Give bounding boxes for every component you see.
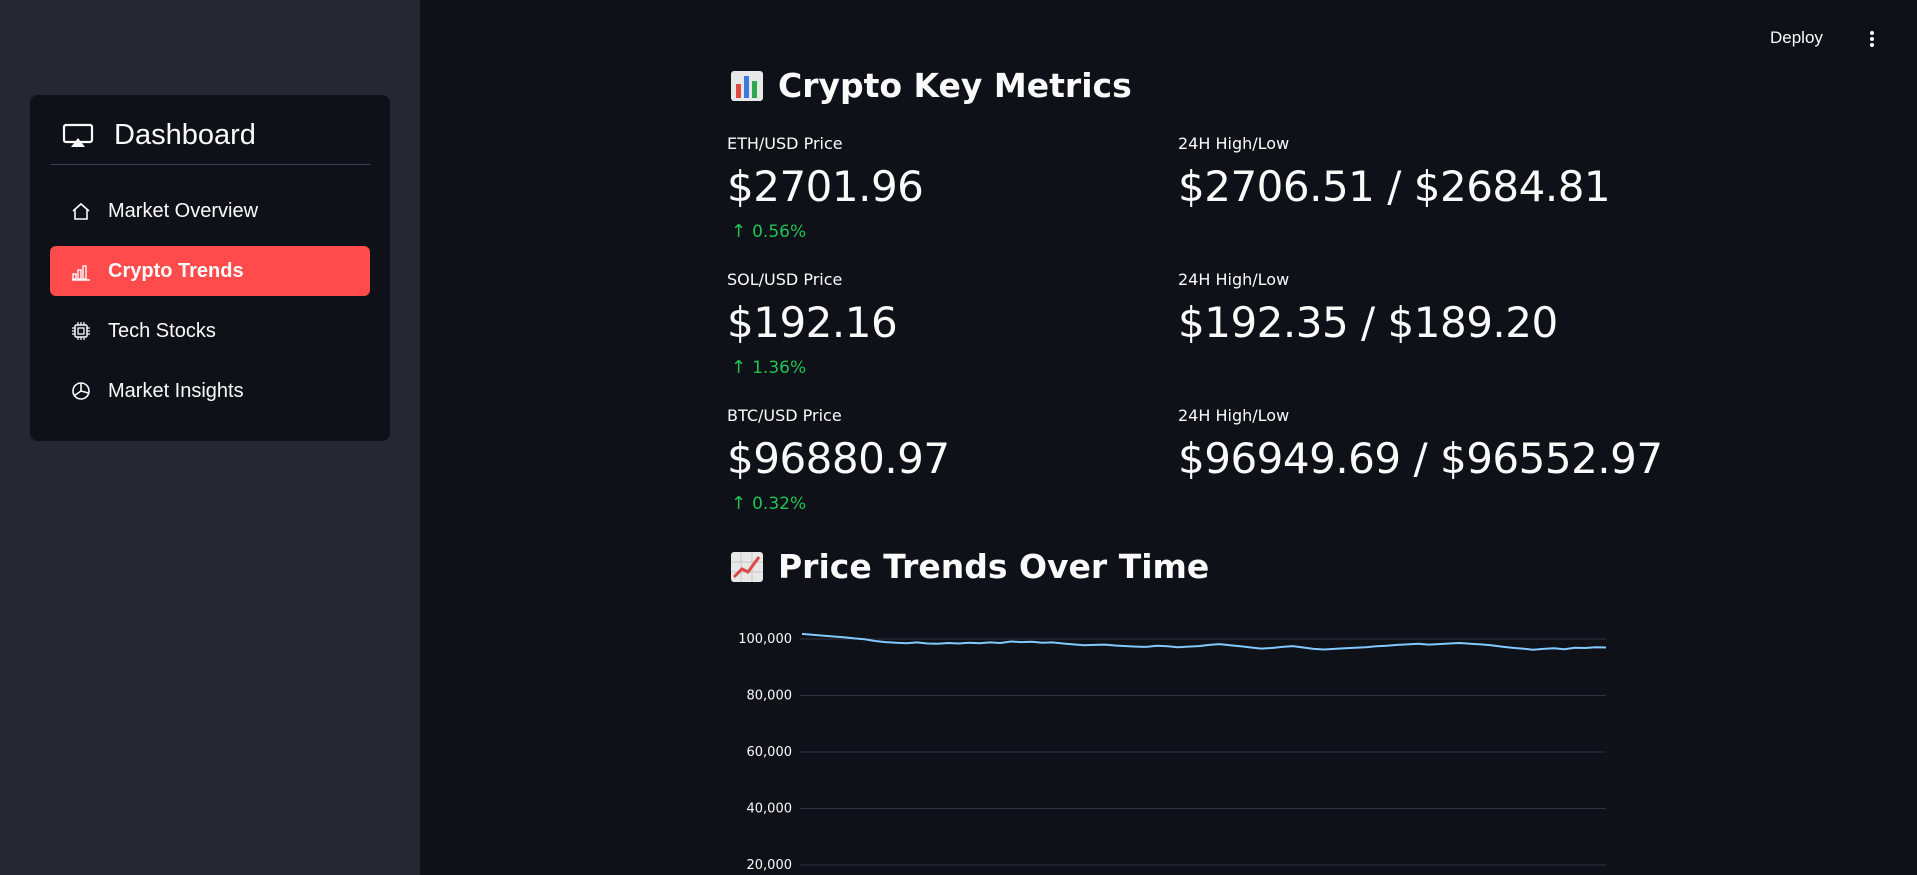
sidebar-item-label: Market Overview <box>108 199 259 222</box>
cpu-icon <box>70 320 92 342</box>
metric-value: $96949.69 / $96552.97 <box>1178 434 1663 483</box>
metric-delta-value: 0.56% <box>752 221 807 242</box>
metrics-section-title: Crypto Key Metrics <box>730 66 1132 105</box>
metric-delta: ↑ 0.32% <box>731 493 806 514</box>
nav-title: Dashboard <box>114 119 256 151</box>
metric-delta: ↑ 1.36% <box>731 357 806 378</box>
y-tick-label: 100,000 <box>738 632 792 647</box>
metric-value: $96880.97 <box>727 434 950 483</box>
y-tick-label: 40,000 <box>747 802 793 817</box>
bar-chart-icon <box>70 260 92 282</box>
section-title: Price Trends Over Time <box>778 547 1210 586</box>
series-line[interactable] <box>801 632 1607 651</box>
metric-value: $2706.51 / $2684.81 <box>1178 162 1611 211</box>
metric-value: $2701.96 <box>727 162 924 211</box>
y-tick-label: 80,000 <box>747 689 793 704</box>
sidebar-item-market-insights[interactable]: Market Insights <box>50 366 370 416</box>
metric-delta: ↑ 0.56% <box>731 221 806 242</box>
metric-value: $192.16 <box>727 298 898 347</box>
metric-label: BTC/USD Price <box>727 406 842 425</box>
arrow-up-icon: ↑ <box>731 493 747 514</box>
sidebar-item-label: Crypto Trends <box>108 259 244 282</box>
metric-label: 24H High/Low <box>1178 270 1290 289</box>
house-icon <box>70 200 92 222</box>
sidebar: Dashboard Market Overview Crypto Trends <box>0 0 420 875</box>
pie-chart-icon <box>70 380 92 402</box>
sidebar-item-market-overview[interactable]: Market Overview <box>50 186 370 236</box>
y-tick-label: 20,000 <box>747 858 793 873</box>
deploy-button[interactable]: Deploy <box>1770 28 1823 47</box>
kebab-menu-icon[interactable] <box>1865 28 1879 50</box>
bar-chart-emoji-icon <box>730 69 766 103</box>
metric-value: $192.35 / $189.20 <box>1178 298 1558 347</box>
metric-label: SOL/USD Price <box>727 270 843 289</box>
metric-delta-value: 1.36% <box>752 357 807 378</box>
sidebar-item-crypto-trends[interactable]: Crypto Trends <box>50 246 370 296</box>
metric-label: ETH/USD Price <box>727 134 843 153</box>
trends-section-title: Price Trends Over Time <box>730 547 1209 586</box>
nav-header: Dashboard <box>50 117 370 165</box>
metric-label: 24H High/Low <box>1178 406 1290 425</box>
price-trend-chart[interactable]: 100,000 80,000 60,000 40,000 20,000 <box>720 615 1620 875</box>
chart-increasing-emoji-icon <box>730 550 766 584</box>
metric-delta-value: 0.32% <box>752 493 807 514</box>
page-title: Crypto Key Metrics <box>778 66 1132 105</box>
arrow-up-icon: ↑ <box>731 357 747 378</box>
sidebar-item-label: Tech Stocks <box>108 319 216 342</box>
sidebar-item-label: Market Insights <box>108 379 244 402</box>
sidebar-item-tech-stocks[interactable]: Tech Stocks <box>50 306 370 356</box>
y-tick-label: 60,000 <box>747 745 793 760</box>
airplay-icon <box>62 122 96 150</box>
metric-label: 24H High/Low <box>1178 134 1290 153</box>
arrow-up-icon: ↑ <box>731 221 747 242</box>
nav-menu: Dashboard Market Overview Crypto Trends <box>30 95 390 441</box>
